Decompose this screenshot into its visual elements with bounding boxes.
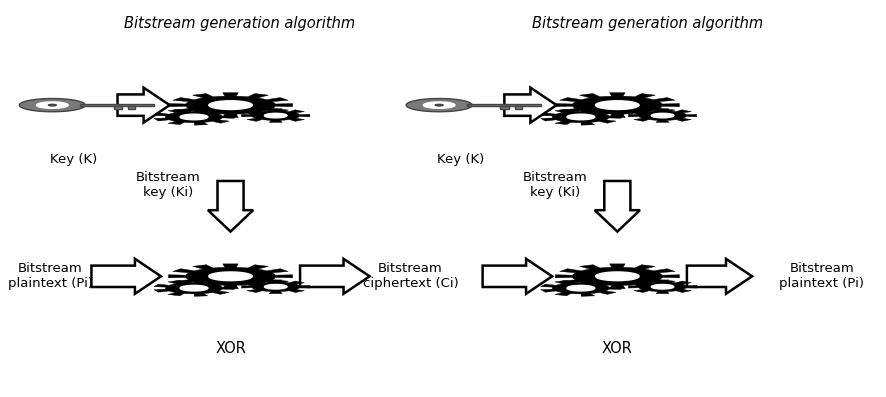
Text: Bitstream generation algorithm: Bitstream generation algorithm [532, 16, 763, 31]
Text: XOR: XOR [214, 341, 245, 356]
Polygon shape [180, 114, 207, 120]
Polygon shape [241, 280, 309, 294]
Polygon shape [264, 285, 287, 289]
Polygon shape [650, 285, 673, 289]
Polygon shape [241, 109, 309, 122]
Polygon shape [208, 101, 252, 110]
Polygon shape [566, 285, 595, 291]
Text: Bitstream
plaintext (Pi): Bitstream plaintext (Pi) [778, 262, 863, 290]
Polygon shape [423, 102, 455, 108]
Polygon shape [566, 114, 595, 120]
Polygon shape [168, 264, 292, 289]
Polygon shape [180, 285, 207, 291]
Polygon shape [555, 93, 679, 118]
Polygon shape [153, 109, 234, 125]
Polygon shape [168, 93, 292, 118]
Polygon shape [504, 88, 556, 123]
Polygon shape [117, 88, 169, 123]
Polygon shape [435, 104, 443, 106]
Text: Bitstream
key (Ki): Bitstream key (Ki) [136, 171, 200, 199]
FancyBboxPatch shape [515, 106, 522, 108]
FancyBboxPatch shape [81, 104, 154, 106]
Text: Bitstream generation algorithm: Bitstream generation algorithm [123, 16, 354, 31]
Polygon shape [686, 259, 751, 294]
FancyBboxPatch shape [467, 104, 540, 106]
Polygon shape [49, 104, 56, 106]
Polygon shape [208, 272, 252, 281]
Polygon shape [555, 264, 679, 289]
FancyBboxPatch shape [500, 106, 509, 110]
Polygon shape [36, 102, 68, 108]
Polygon shape [650, 113, 673, 118]
Polygon shape [482, 259, 551, 294]
Text: XOR: XOR [602, 341, 632, 356]
Polygon shape [540, 280, 620, 296]
Polygon shape [406, 98, 471, 112]
FancyBboxPatch shape [128, 106, 136, 108]
Polygon shape [595, 272, 638, 281]
Polygon shape [264, 113, 287, 118]
Text: Key (K): Key (K) [437, 153, 484, 166]
Polygon shape [19, 98, 85, 112]
Polygon shape [540, 109, 620, 125]
Polygon shape [627, 109, 696, 122]
Text: Bitstream
plaintext (Pi): Bitstream plaintext (Pi) [8, 262, 93, 290]
Polygon shape [91, 259, 161, 294]
Text: Bitstream
ciphertext (Ci): Bitstream ciphertext (Ci) [362, 262, 458, 290]
Polygon shape [595, 181, 639, 231]
Text: Key (K): Key (K) [51, 153, 97, 166]
FancyBboxPatch shape [113, 106, 122, 110]
Polygon shape [207, 181, 253, 231]
Polygon shape [595, 101, 638, 110]
Text: Bitstream
key (Ki): Bitstream key (Ki) [522, 171, 587, 199]
Polygon shape [299, 259, 369, 294]
Polygon shape [153, 280, 234, 296]
Polygon shape [627, 280, 696, 294]
